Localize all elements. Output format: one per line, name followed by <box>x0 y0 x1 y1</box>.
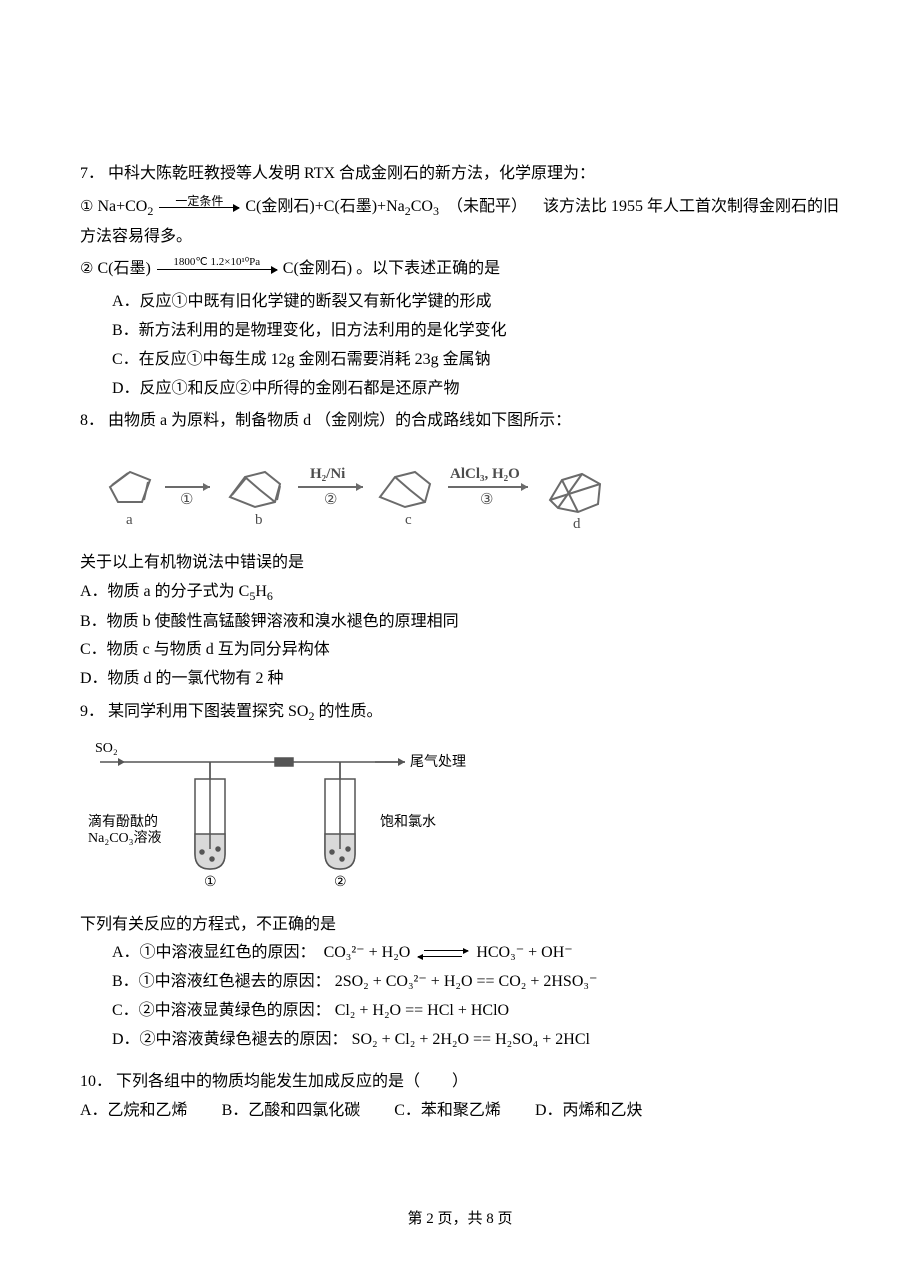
q8-step2: ② <box>324 492 337 508</box>
q8-reagent3: AlCl₃, H₂O <box>450 466 520 482</box>
q7-circ1: ① <box>80 194 93 221</box>
reaction-arrow-icon: 1800℃ 1.2×10¹⁰Pa <box>157 269 277 270</box>
q9-left-label1: 滴有酚酞的 <box>88 813 158 830</box>
q9-optD-label: D．②中溶液黄绿色褪去的原因： <box>112 1031 348 1048</box>
q10-option-a: A．乙烷和乙烯 <box>80 1097 188 1126</box>
q7-circ2: ② <box>80 256 93 283</box>
q10-options-row: A．乙烷和乙烯 B．乙酸和四氯化碳 C．苯和聚乙烯 D．丙烯和乙炔 <box>80 1097 840 1126</box>
q7-number: 7． <box>80 165 104 182</box>
q8-label-b: b <box>255 512 263 528</box>
q7-eq2-right: C(金刚石) <box>283 260 352 277</box>
q9-so2-in-label: SO₂ <box>95 741 118 756</box>
question-9: 9． 某同学利用下图装置探究 SO2 的性质。 <box>80 698 840 1055</box>
q8-label-a: a <box>126 512 133 528</box>
q9-option-c: C．②中溶液显黄绿色的原因： Cl₂ + H₂O == HCl + HClO <box>80 997 840 1026</box>
q8-option-c: C．物质 c 与物质 d 互为同分异构体 <box>80 636 840 665</box>
q9-option-b: B．①中溶液红色褪去的原因： 2SO₂ + CO₃²⁻ + H₂O == CO₂… <box>80 968 840 997</box>
question-8: 8． 由物质 a 为原料，制备物质 d （金刚烷）的合成路线如下图所示： <box>80 407 840 694</box>
q9-apparatus-diagram: SO₂ 尾气处理 滴有酚酞的 Na₂CO₃溶液 饱和氯水 ① ② <box>80 734 840 905</box>
q7-eq1-right-sub2: 3 <box>433 204 439 218</box>
q7-option-d: D．反应①和反应②中所得的金刚石都是还原产物 <box>80 375 840 404</box>
q9-optC-eq: Cl₂ + H₂O == HCl + HClO <box>335 1002 509 1019</box>
q10-option-b: B．乙酸和四氯化碳 <box>222 1097 361 1126</box>
q10-option-d: D．丙烯和乙炔 <box>535 1097 643 1126</box>
q7-eq1-right-a: C(金刚石)+C(石墨)+Na <box>245 198 404 215</box>
q10-number: 10． <box>80 1073 112 1090</box>
q8-optA-pre: A．物质 a 的分子式为 C <box>80 583 249 600</box>
q9-optB-eq: 2SO₂ + CO₃²⁻ + H₂O == CO₂ + 2HSO₃⁻ <box>335 973 598 990</box>
q8-stem2: 关于以上有机物说法中错误的是 <box>80 549 840 578</box>
q7-text1: 中科大陈乾旺教授等人发明 RTX 合成金刚石的新方法，化学原理为： <box>108 165 595 182</box>
q7-eq1-arrow-label: 一定条件 <box>159 191 239 213</box>
q7-eq1-left-na: Na+CO <box>97 198 147 215</box>
q8-label-d: d <box>573 516 581 532</box>
q7-eq1-note: （未配平） <box>447 198 527 215</box>
q9-optC-label: C．②中溶液显黄绿色的原因： <box>112 1002 331 1019</box>
q9-text1-post: 的性质。 <box>314 703 382 720</box>
q9-optA-eq-r: HCO₃⁻ + OH⁻ <box>476 944 572 961</box>
q9-left-label2: Na₂CO₃溶液 <box>88 830 162 846</box>
q8-optA-sub2: 6 <box>267 589 273 603</box>
q8-number: 8． <box>80 412 104 429</box>
q9-option-d: D．②中溶液黄绿色褪去的原因： SO₂ + Cl₂ + 2H₂O == H₂SO… <box>80 1026 840 1055</box>
q10-text: 下列各组中的物质均能发生加成反应的是（ ） <box>116 1073 468 1090</box>
q9-tube1-label: ① <box>204 875 217 890</box>
q9-number: 9． <box>80 703 104 720</box>
q9-tailgas-label: 尾气处理 <box>410 754 466 770</box>
q7-eq2-arrow-label: 1800℃ 1.2×10¹⁰Pa <box>157 253 277 273</box>
q7-eq2-tail: 。以下表述正确的是 <box>356 260 500 277</box>
q8-option-d: D．物质 d 的一氯代物有 2 种 <box>80 665 840 694</box>
q8-text1: 由物质 a 为原料，制备物质 d （金刚烷）的合成路线如下图所示： <box>108 412 571 429</box>
reaction-arrow-icon: 一定条件 <box>159 207 239 208</box>
q8-step3: ③ <box>480 492 493 508</box>
q8-label-c: c <box>405 512 412 528</box>
q8-synthesis-diagram: a b c d ① ② ③ H₂/Ni AlCl₃, H₂O <box>80 442 840 543</box>
q9-optB-label: B．①中溶液红色褪去的原因： <box>112 973 331 990</box>
exam-page: 7． 中科大陈乾旺教授等人发明 RTX 合成金刚石的新方法，化学原理为： ① N… <box>0 0 920 1273</box>
q8-optA-mid: H <box>255 583 267 600</box>
q7-eq1-right: C(金刚石)+C(石墨)+Na2CO3 <box>245 198 443 215</box>
q9-tube2-label: ② <box>334 875 347 890</box>
q8-reagent2: H₂/Ni <box>310 466 345 482</box>
q7-option-b: B．新方法利用的是物理变化，旧方法利用的是化学变化 <box>80 317 840 346</box>
page-footer: 第 2 页，共 8 页 <box>0 1206 920 1233</box>
q8-option-b: B．物质 b 使酸性高锰酸钾溶液和溴水褪色的原理相同 <box>80 608 840 637</box>
q8-option-a: A．物质 a 的分子式为 C5H6 <box>80 578 840 608</box>
q10-option-c: C．苯和聚乙烯 <box>394 1097 501 1126</box>
question-7: 7． 中科大陈乾旺教授等人发明 RTX 合成金刚石的新方法，化学原理为： ① N… <box>80 160 840 403</box>
q7-option-c: C．在反应①中每生成 12g 金刚石需要消耗 23g 金属钠 <box>80 346 840 375</box>
q9-optA-label: A．①中溶液显红色的原因： <box>112 944 316 961</box>
q9-text1-pre: 某同学利用下图装置探究 SO <box>108 703 308 720</box>
q9-optA-eq-l: CO₃²⁻ + H₂O <box>324 944 411 961</box>
q7-eq2-left: C(石墨) <box>97 260 150 277</box>
question-10: 10． 下列各组中的物质均能发生加成反应的是（ ） A．乙烷和乙烯 B．乙酸和四… <box>80 1068 840 1126</box>
q8-step1: ① <box>180 492 193 508</box>
q7-eq1-left: Na+CO2 <box>97 198 157 215</box>
q9-optD-eq: SO₂ + Cl₂ + 2H₂O == H₂SO₄ + 2HCl <box>352 1031 590 1048</box>
q9-option-a: A．①中溶液显红色的原因： CO₃²⁻ + H₂O HCO₃⁻ + OH⁻ <box>80 939 840 968</box>
q9-right-label: 饱和氯水 <box>380 814 436 830</box>
q9-stem2: 下列有关反应的方程式，不正确的是 <box>80 911 840 940</box>
q7-option-a: A．反应①中既有旧化学键的断裂又有新化学键的形成 <box>80 288 840 317</box>
q7-eq1-right-b: CO <box>411 198 433 215</box>
q7-eq1-left-sub: 2 <box>147 204 153 218</box>
